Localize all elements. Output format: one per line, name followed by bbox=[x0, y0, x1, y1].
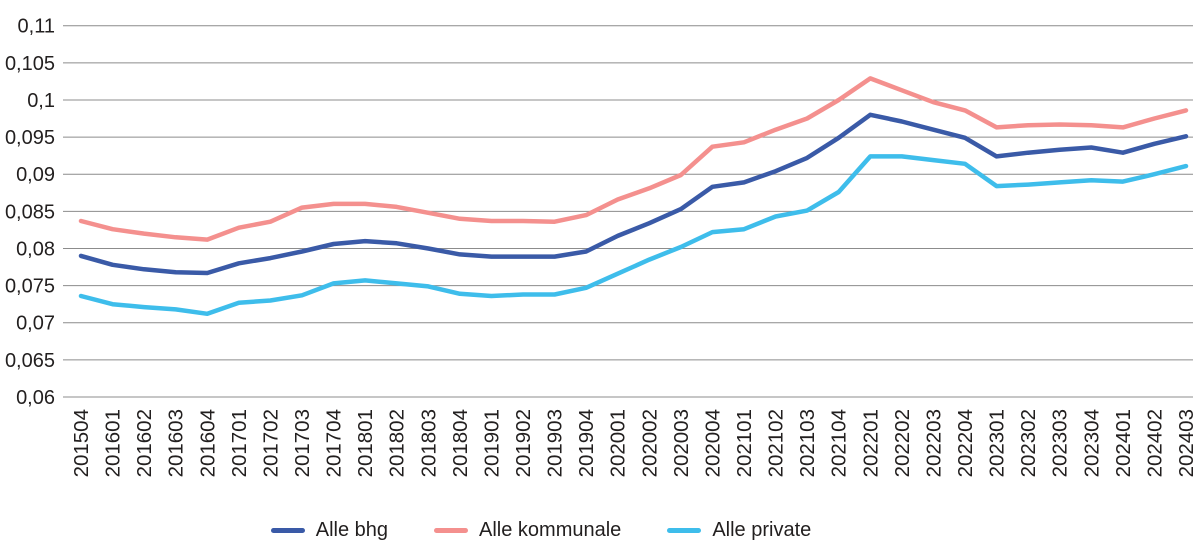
y-axis-label: 0,06 bbox=[16, 387, 55, 409]
x-axis-label: 201601 bbox=[102, 409, 125, 477]
x-axis-label: 201703 bbox=[291, 409, 314, 477]
y-axis-label: 0,065 bbox=[5, 350, 55, 372]
x-axis-label: 201702 bbox=[259, 409, 282, 477]
legend-label-alle-bhg: Alle bhg bbox=[315, 519, 389, 541]
legend-marker-alle-kommunale bbox=[434, 528, 469, 533]
x-axis-label: 202202 bbox=[891, 409, 914, 477]
x-axis-label: 202403 bbox=[1175, 409, 1198, 477]
x-axis-label: 202102 bbox=[765, 409, 788, 477]
x-axis-label: 201704 bbox=[323, 409, 346, 477]
x-axis-label: 201903 bbox=[544, 409, 567, 477]
y-axis-label: 0,07 bbox=[16, 313, 55, 335]
y-axis-label: 0,075 bbox=[5, 276, 55, 298]
y-axis-label: 0,1 bbox=[27, 90, 55, 112]
x-axis-label: 202304 bbox=[1080, 409, 1103, 477]
x-axis-label: 202002 bbox=[638, 409, 661, 477]
x-axis-label: 202001 bbox=[607, 409, 630, 477]
y-axis-label: 0,11 bbox=[18, 16, 55, 38]
x-axis-label: 201604 bbox=[196, 409, 219, 477]
legend-marker-alle-private bbox=[667, 528, 702, 533]
legend-item-alle-bhg: Alle bhg bbox=[270, 519, 389, 542]
y-axis-label: 0,08 bbox=[16, 238, 55, 260]
x-axis-label: 201901 bbox=[480, 409, 503, 477]
series-line-alle-bhg bbox=[78, 112, 1189, 276]
y-axis-label: 0,105 bbox=[5, 53, 55, 75]
x-axis-label: 201904 bbox=[575, 409, 598, 477]
legend-label-alle-private: Alle private bbox=[712, 519, 812, 541]
x-axis-label: 201701 bbox=[228, 409, 251, 477]
x-axis-label: 202402 bbox=[1143, 409, 1166, 477]
legend-item-alle-private: Alle private bbox=[667, 519, 811, 542]
x-axis-label: 201902 bbox=[512, 409, 535, 477]
legend-item-alle-kommunale: Alle kommunale bbox=[434, 519, 621, 542]
x-axis-label: 202101 bbox=[733, 409, 756, 477]
x-axis-label: 202103 bbox=[796, 409, 819, 477]
x-axis-label: 201801 bbox=[354, 409, 377, 477]
x-axis-label: 202204 bbox=[954, 409, 977, 477]
x-axis-label: 202201 bbox=[859, 409, 882, 477]
y-axis-label: 0,085 bbox=[5, 201, 55, 223]
chart-canvas: 0,11 0,105 0,1 0,095 0,09 0,085 0,08 0,075 0,07 0… bbox=[5, 16, 1198, 478]
x-axis-label: 201504 bbox=[70, 409, 93, 477]
legend-label-alle-kommunale: Alle kommunale bbox=[479, 519, 622, 541]
series-line-alle-private bbox=[78, 154, 1189, 317]
legend-marker-alle-bhg bbox=[270, 528, 305, 533]
x-axis-label: 201603 bbox=[165, 409, 188, 477]
series-line-alle-kommunale bbox=[78, 76, 1189, 242]
y-axis-label: 0,095 bbox=[5, 127, 55, 149]
x-axis-label: 202303 bbox=[1049, 409, 1072, 477]
x-axis-label: 201804 bbox=[449, 409, 472, 477]
x-axis-label: 202003 bbox=[670, 409, 693, 477]
y-axis-label: 0,09 bbox=[16, 164, 55, 186]
x-axis-label: 202301 bbox=[986, 409, 1009, 477]
x-axis-label: 202401 bbox=[1112, 409, 1135, 477]
x-axis-label: 202004 bbox=[701, 409, 724, 477]
x-axis-label: 202203 bbox=[922, 409, 945, 477]
x-axis-label: 202302 bbox=[1017, 409, 1040, 477]
x-axis-label: 201802 bbox=[386, 409, 409, 477]
x-axis-label: 201803 bbox=[417, 409, 440, 477]
chart-legend: Alle bhg Alle kommunale Alle private bbox=[0, 519, 1141, 542]
x-axis-label: 202104 bbox=[828, 409, 851, 477]
x-axis-label: 201602 bbox=[133, 409, 156, 477]
